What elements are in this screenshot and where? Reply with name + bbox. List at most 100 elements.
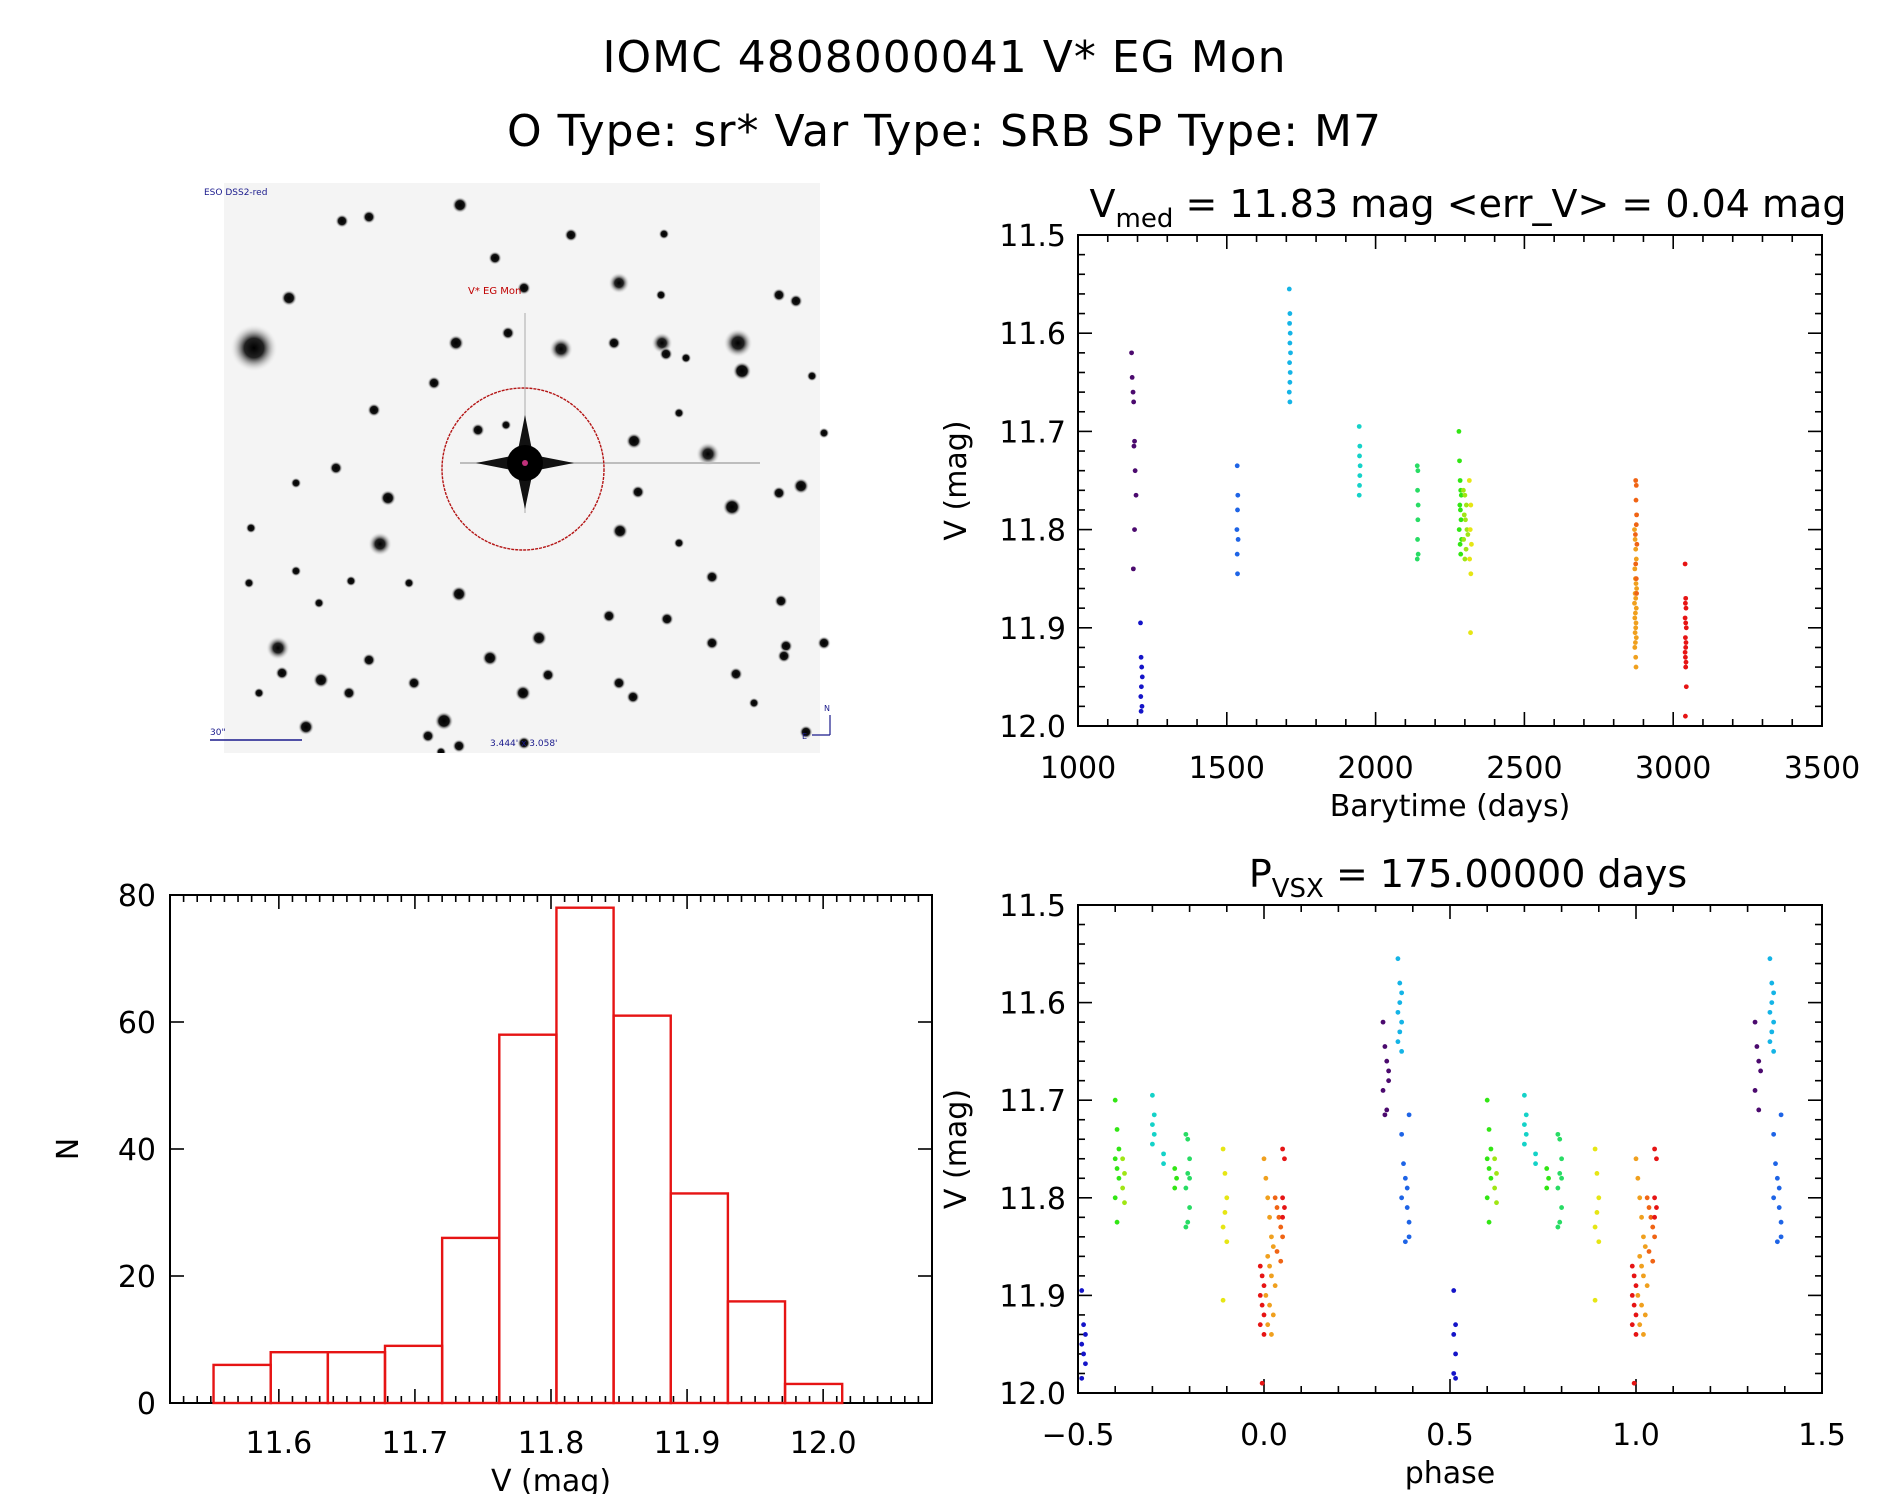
lightcurve-point: [1457, 541, 1463, 547]
phased-point: [1151, 1112, 1157, 1118]
lightcurve-point: [1456, 429, 1462, 434]
phased-point: [1382, 1044, 1388, 1049]
phased-point: [1222, 1171, 1228, 1176]
lightcurve-series-10: [1633, 478, 1640, 596]
phased-point: [1641, 1332, 1646, 1337]
lightcurve-point: [1287, 399, 1293, 405]
lightcurve-point: [1633, 556, 1639, 562]
phased-point: [1633, 1312, 1639, 1318]
phased-y-axis-label: V (mag): [939, 1089, 974, 1209]
lightcurve-point: [1415, 502, 1421, 508]
phased-point: [1395, 1009, 1401, 1015]
lightcurve-point: [1357, 453, 1362, 459]
phased-point: [1220, 1146, 1226, 1152]
lightcurve-point: [1633, 620, 1639, 626]
lightcurve-point: [1633, 561, 1639, 567]
phased-point: [1185, 1136, 1191, 1142]
field-star: [243, 577, 255, 589]
field-star: [680, 352, 692, 364]
phased-point: [1280, 1146, 1285, 1152]
lightcurve-point: [1458, 492, 1464, 498]
field-star: [673, 537, 685, 549]
lightcurve-point: [1415, 537, 1420, 542]
phased-y-tick-label: 11.5: [999, 889, 1066, 924]
lightcurve-point: [1633, 640, 1638, 645]
lightcurve-point: [1234, 527, 1240, 532]
phased-point: [1401, 1161, 1406, 1167]
phased-point: [1453, 1322, 1458, 1328]
phased-point: [1488, 1175, 1494, 1181]
field-star: [434, 711, 454, 731]
phased-point: [1406, 1112, 1412, 1118]
phased-point: [1492, 1185, 1498, 1191]
phased-point: [1631, 1302, 1637, 1308]
field-star: [362, 210, 376, 224]
lightcurve-point: [1287, 360, 1292, 366]
lightcurve-point: [1462, 556, 1468, 562]
phased-point: [1263, 1175, 1269, 1181]
field-star: [297, 718, 315, 736]
phased-point: [1774, 1239, 1780, 1245]
phased-point: [1276, 1214, 1282, 1220]
phased-point: [1629, 1263, 1635, 1269]
field-star: [774, 594, 788, 608]
lightcurve-point: [1634, 586, 1639, 591]
phased-point: [1637, 1253, 1643, 1259]
lightcurve-point: [1287, 330, 1293, 336]
field-star: [723, 328, 753, 358]
lightcurve-point: [1235, 492, 1241, 498]
field-star: [789, 294, 803, 308]
phased-point: [1486, 1127, 1492, 1132]
lightcurve-point: [1138, 694, 1144, 699]
phased-point: [1269, 1234, 1274, 1240]
field-star: [799, 725, 813, 739]
scale-label: 30": [210, 728, 226, 738]
lightcurve-point: [1683, 654, 1688, 660]
phased-point: [1544, 1166, 1550, 1171]
phased-point: [1406, 1234, 1412, 1240]
phased-point: [1631, 1380, 1637, 1386]
lightcurve-point: [1130, 566, 1136, 572]
phased-point: [1397, 1000, 1403, 1005]
lightcurve-point: [1632, 527, 1637, 532]
phased-point: [1263, 1293, 1269, 1298]
histogram-bar: [726, 1300, 787, 1405]
field-star: [817, 636, 831, 650]
field-star: [818, 427, 830, 439]
phased-axes: −0.5 0.0 0.5 1.0 1.5 11.5 11.6 11.7 11.8 11.9 12.0…: [939, 852, 1846, 1491]
lightcurve-point: [1683, 713, 1688, 719]
field-star: [290, 565, 302, 577]
field-star: [611, 522, 629, 540]
phased-point: [1778, 1219, 1784, 1225]
phased-point: [1596, 1195, 1602, 1201]
lightcurve-x-tick-label: 2500: [1486, 751, 1562, 786]
lightcurve-point: [1414, 556, 1420, 562]
phased-point: [1116, 1146, 1122, 1152]
phased-point: [1555, 1185, 1561, 1191]
phased-point: [1282, 1156, 1287, 1162]
lightcurve-point: [1633, 497, 1639, 503]
phased-point: [1269, 1332, 1274, 1337]
lightcurve-point: [1633, 605, 1639, 611]
histogram-y-tick-label: 80: [118, 879, 156, 914]
lightcurve-point: [1131, 399, 1137, 405]
phased-point: [1592, 1146, 1598, 1152]
phased-point: [1161, 1161, 1166, 1167]
phased-y-tick-label: 12.0: [999, 1377, 1066, 1412]
histogram-plot-frame: [169, 894, 933, 1404]
phased-point: [1778, 1112, 1784, 1118]
lightcurve-point: [1130, 389, 1136, 395]
field-star: [312, 671, 330, 689]
lightcurve-point: [1463, 546, 1469, 552]
target-label: V* EG Mon: [468, 286, 521, 297]
phased-point: [1652, 1195, 1657, 1201]
lightcurve-point: [1633, 654, 1639, 660]
phased-point: [1112, 1195, 1118, 1201]
field-star: [608, 272, 630, 294]
phased-point: [1267, 1302, 1272, 1308]
field-star: [253, 687, 265, 699]
lightcurve-point: [1138, 708, 1144, 714]
phased-point: [1629, 1322, 1635, 1328]
phased-point: [1771, 1049, 1777, 1054]
